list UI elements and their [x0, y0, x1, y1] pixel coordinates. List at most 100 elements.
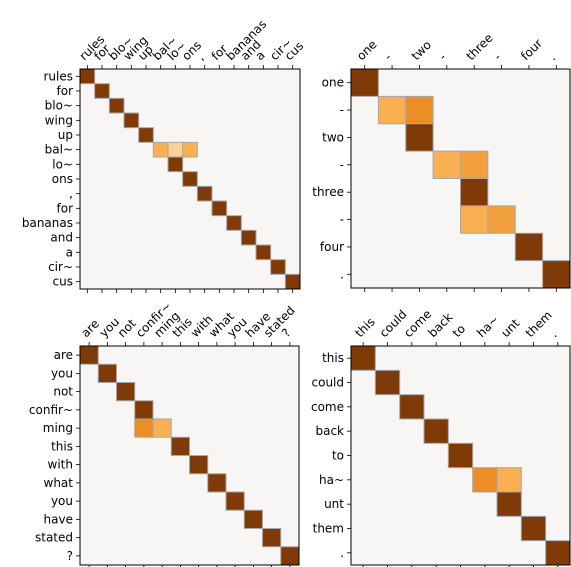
y-tick-label: lo~ — [52, 157, 73, 171]
heatmap-cell — [116, 382, 136, 402]
heatmap-cell — [460, 178, 489, 207]
y-tick-label: you — [51, 494, 73, 508]
y-tick-label: not — [53, 385, 73, 399]
y-tick-label: and — [50, 231, 73, 245]
y-tick-label: cir~ — [48, 260, 73, 274]
x-tick-label: to — [450, 322, 468, 340]
heatmap-cell — [284, 273, 301, 290]
heatmap-cell — [123, 112, 140, 129]
heatmap-cell — [255, 244, 272, 261]
x-tick-label: . — [546, 51, 559, 64]
y-tick-label: one — [322, 76, 344, 90]
heatmap-cell — [94, 83, 110, 99]
x-tick-label: - — [381, 50, 394, 63]
heatmap-cell — [134, 400, 154, 420]
y-tick-label: ? — [67, 549, 73, 563]
x-tick-label: - — [491, 50, 504, 63]
heatmap-cell — [423, 418, 449, 444]
y-tick-label: bal~ — [45, 143, 73, 157]
heatmap-cell — [243, 509, 263, 529]
y-tick-label: ming — [43, 421, 73, 435]
heatmap-cell — [226, 215, 242, 231]
heatmap-frame — [79, 345, 300, 566]
heatmap-panel-3: are you not confir~ ming this with what you have s… — [29, 299, 300, 567]
y-tick-label: for — [57, 201, 74, 215]
heatmap-cell — [350, 345, 376, 371]
heatmap-cell — [399, 394, 425, 420]
heatmap-cell — [460, 205, 489, 234]
x-tick-label: . — [547, 328, 560, 341]
y-tick-label: - — [340, 103, 344, 117]
x-tick-label: ha~ — [474, 313, 502, 341]
heatmap-cell — [240, 229, 257, 246]
y-tick-label: . — [340, 546, 344, 560]
heatmap-cell — [196, 185, 213, 202]
y-tick-label: for — [57, 84, 74, 98]
heatmap-cell — [520, 515, 547, 542]
y-tick-label: four — [320, 240, 344, 254]
heatmap-cell — [262, 528, 282, 548]
y-tick-label: unt — [324, 497, 344, 511]
heatmap-cell — [514, 232, 544, 262]
y-tick-label: - — [340, 213, 344, 227]
heatmap-cell — [350, 68, 379, 97]
y-tick-label: up — [58, 128, 73, 142]
heatmap-frame — [350, 68, 571, 289]
x-tick-label: unt — [498, 316, 522, 340]
y-tick-label: come — [311, 400, 344, 414]
x-tick-label: one — [354, 37, 380, 63]
y-tick-label: this — [322, 351, 344, 365]
y-tick-label: . — [340, 267, 344, 281]
x-tick-label: ? — [279, 326, 293, 340]
heatmap-cell — [545, 540, 571, 566]
y-tick-label: what — [44, 476, 74, 490]
y-tick-label: stated — [35, 531, 73, 545]
y-tick-label: - — [340, 158, 344, 172]
heatmap-cell — [374, 369, 401, 396]
x-tick-label: - — [436, 50, 449, 63]
heatmap-cell — [542, 260, 571, 289]
y-tick-label: them — [313, 522, 344, 536]
x-tick-label: three — [463, 31, 495, 63]
heatmap-cell — [189, 455, 209, 475]
y-tick-label: this — [51, 439, 73, 453]
heatmap-cell — [138, 127, 154, 143]
y-tick-label: ha~ — [319, 473, 344, 487]
heatmap-cell — [97, 363, 117, 383]
y-tick-label: a — [66, 245, 73, 259]
y-tick-label: back — [315, 424, 344, 438]
y-tick-label: with — [48, 458, 73, 472]
heatmap-cell — [405, 123, 434, 152]
y-tick-label: could — [312, 376, 345, 390]
heatmap-cell — [152, 141, 169, 158]
y-tick-label: you — [51, 366, 73, 380]
heatmap-cell — [79, 68, 96, 85]
heatmap-cell — [152, 418, 172, 438]
heatmap-cell — [280, 546, 300, 566]
heatmap-cell — [170, 436, 190, 456]
y-tick-label: blo~ — [45, 99, 73, 113]
heatmap-cell — [79, 345, 99, 365]
heatmap-cell — [211, 200, 228, 217]
x-tick-label: this — [352, 315, 377, 340]
y-tick-label: three — [312, 185, 344, 199]
y-tick-label: wing — [45, 113, 73, 127]
heatmap-cell — [270, 259, 286, 275]
heatmap-cell — [167, 156, 184, 173]
y-tick-label: rules — [43, 69, 73, 83]
heatmap-cell — [487, 205, 516, 234]
heatmap-cell — [377, 95, 407, 125]
heatmap-cell — [182, 141, 198, 158]
heatmap-cell — [405, 95, 434, 125]
heatmap-cell — [134, 418, 154, 438]
y-tick-label: bananas — [22, 216, 73, 230]
heatmap-cell — [207, 473, 227, 493]
y-tick-label: two — [322, 130, 344, 144]
y-tick-label: are — [54, 348, 73, 362]
y-tick-label: to — [332, 449, 344, 463]
heatmap-cell — [447, 442, 474, 469]
heatmap-cell — [432, 150, 461, 179]
y-tick-label: have — [44, 512, 73, 526]
heatmap-panel-2: one - two - three-four .one-two-three-four. — [312, 31, 571, 292]
heatmap-cell — [496, 467, 522, 493]
